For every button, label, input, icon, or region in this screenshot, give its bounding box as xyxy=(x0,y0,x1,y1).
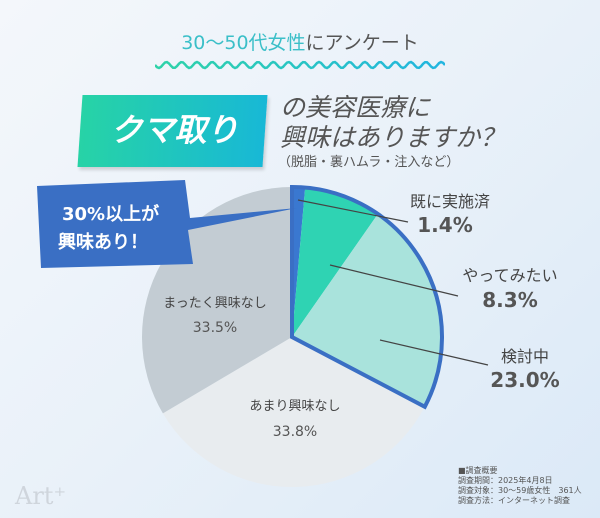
notes-target: 調査対象：30〜59歳女性 361人 xyxy=(458,486,582,495)
leader-line-0 xyxy=(297,199,409,223)
pie-slice-2 xyxy=(292,214,443,407)
survey-notes: ■調査概要 調査期間：2025年4月8日 調査対象：30〜59歳女性 361人 … xyxy=(458,466,582,506)
question-line2: 興味はありますか？ xyxy=(280,123,506,152)
pie-slice-0 xyxy=(292,187,306,337)
question-note: （脱脂・裏ハムラ・注入など） xyxy=(278,155,460,170)
pie-slice-1 xyxy=(292,187,378,337)
label-considering: 検討中 xyxy=(500,347,549,366)
label-want-to-try: やってみたい xyxy=(462,266,558,285)
question-line1: の美容医療に xyxy=(280,93,431,122)
value-already-done: 1.4% xyxy=(417,213,473,237)
callout-line1: 30%以上が xyxy=(62,204,160,225)
survey-subtitle: 30〜50代女性にアンケート xyxy=(0,28,600,55)
notes-method: 調査方法：インターネット調査 xyxy=(458,496,570,505)
highlight-outline xyxy=(290,184,444,410)
leader-line-1 xyxy=(329,264,459,297)
value-not-very: 33.8% xyxy=(272,424,318,440)
notes-heading: ■調査概要 xyxy=(458,466,498,475)
label-not-very: あまり興味なし xyxy=(249,399,341,414)
callout-box xyxy=(37,180,297,268)
label-already-done: 既に実施済 xyxy=(410,192,491,211)
topic-tag: クマ取り xyxy=(110,111,239,149)
value-considering: 23.0% xyxy=(490,368,560,392)
callout-line2: 興味あり！ xyxy=(58,232,148,253)
label-not-at-all: まったく興味なし xyxy=(163,296,267,311)
leader-line-2 xyxy=(379,339,489,366)
notes-period: 調査期間：2025年4月8日 xyxy=(458,476,553,485)
wave-decoration xyxy=(155,60,445,70)
value-not-at-all: 33.5% xyxy=(192,320,238,336)
subtitle-rest: にアンケート xyxy=(305,32,419,54)
brand-logo: Art⁺ xyxy=(15,482,67,510)
subtitle-highlight: 30〜50代女性 xyxy=(181,32,306,54)
value-want-to-try: 8.3% xyxy=(482,288,538,312)
